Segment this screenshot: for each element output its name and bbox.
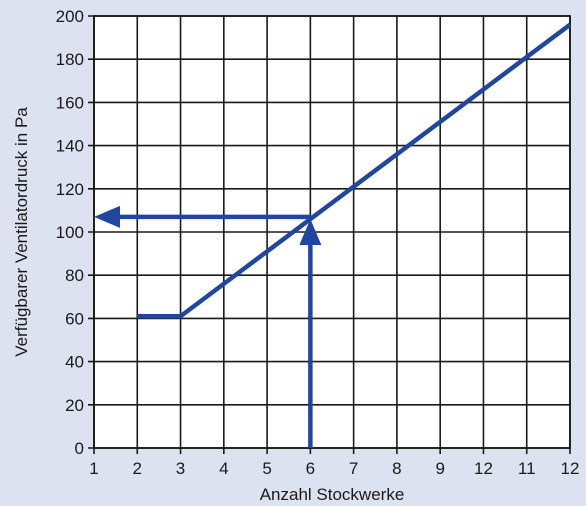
- x-tick-label: 2: [133, 459, 142, 478]
- y-tick-label: 0: [75, 439, 84, 458]
- x-tick-label: 12: [561, 459, 580, 478]
- x-tick-label: 1: [89, 459, 98, 478]
- x-tick-label: 4: [219, 459, 228, 478]
- y-tick-label: 200: [56, 7, 84, 26]
- y-tick-label: 180: [56, 50, 84, 69]
- y-tick-label: 120: [56, 180, 84, 199]
- grid: [88, 15, 571, 454]
- arrow-head-0: [299, 219, 322, 246]
- arrow-head-1: [94, 205, 120, 228]
- x-tick-label: 6: [306, 459, 315, 478]
- y-tick-label: 140: [56, 137, 84, 156]
- x-axis-ticks: 1 2 3 4 5 6 7 8 9 12 11 12: [89, 459, 579, 478]
- series-layer: [137, 22, 572, 319]
- x-axis-label: Anzahl Stockwerke: [260, 485, 405, 504]
- y-tick-label: 20: [65, 396, 84, 415]
- x-tick-label: 5: [262, 459, 271, 478]
- y-axis-label: Verfügbarer Ventilatordruck in Pa: [12, 107, 31, 357]
- plot-frame: [93, 15, 571, 449]
- x-tick-label: 12: [474, 459, 493, 478]
- x-tick-label: 7: [349, 459, 358, 478]
- x-tick-label: 9: [435, 459, 444, 478]
- y-tick-label: 160: [56, 93, 84, 112]
- y-tick-label: 80: [65, 266, 84, 285]
- y-tick-label: 40: [65, 353, 84, 372]
- y-axis-ticks: 0 20 40 60 80 100 120 140 160 180 200: [56, 7, 84, 458]
- annotation-layer: [94, 205, 322, 448]
- series-line-0: [137, 22, 572, 319]
- x-tick-label: 8: [392, 459, 401, 478]
- y-tick-label: 60: [65, 309, 84, 328]
- x-tick-label: 11: [518, 459, 536, 478]
- x-tick-label: 3: [176, 459, 185, 478]
- y-tick-label: 100: [56, 223, 84, 242]
